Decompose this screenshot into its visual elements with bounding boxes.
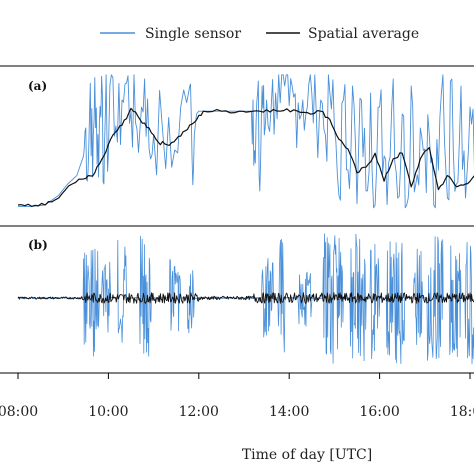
- panel-a-label: (a): [28, 79, 47, 93]
- x-tick-label: 16:00: [359, 404, 399, 420]
- panel-a-series: [17, 74, 474, 209]
- legend: Single sensor Spatial average: [100, 26, 419, 42]
- x-tick-label: 18:00: [450, 404, 474, 420]
- x-tick-label: 14:00: [269, 404, 309, 420]
- x-tick-label: 10:00: [88, 404, 128, 420]
- single-sensor-line-a: [18, 74, 474, 209]
- x-axis-title: Time of day [UTC]: [242, 447, 372, 463]
- panel-b-series: [17, 233, 474, 365]
- panel-b-label: (b): [28, 238, 48, 252]
- legend-label-single-sensor: Single sensor: [145, 26, 241, 42]
- spatial-average-line-b: [17, 292, 474, 304]
- panel-b-frame: [0, 225, 474, 374]
- spatial-average-line-a: [17, 107, 474, 207]
- x-axis: 08:00 10:00 12:00 14:00 16:00 18:00: [0, 373, 474, 420]
- x-tick-label: 08:00: [0, 404, 38, 420]
- legend-label-spatial-average: Spatial average: [308, 26, 419, 42]
- x-tick-label: 12:00: [179, 404, 219, 420]
- panel-a-frame: [0, 65, 474, 227]
